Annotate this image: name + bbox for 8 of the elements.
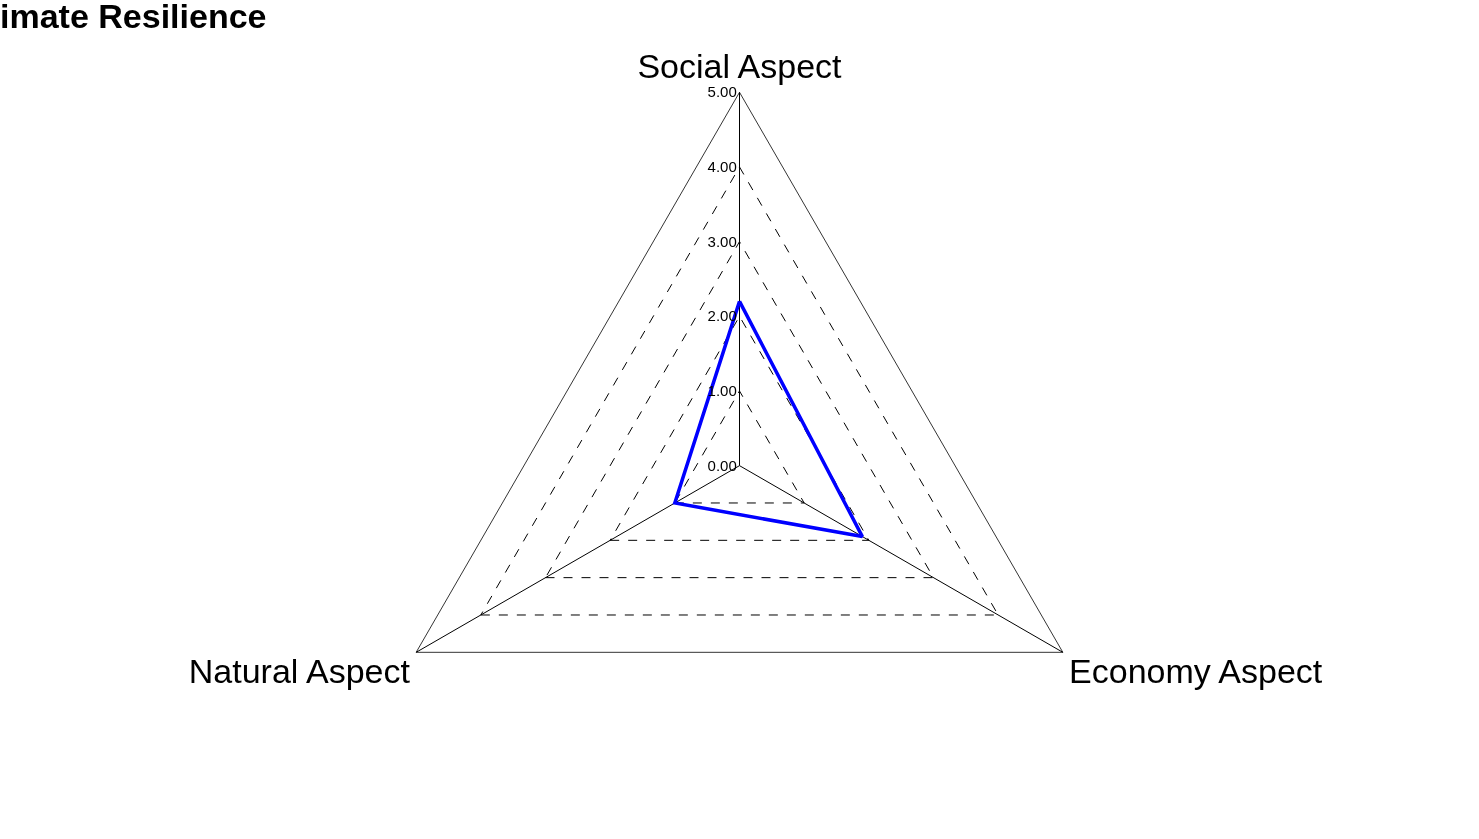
y-tick-label: 5.00	[707, 83, 737, 101]
chart-title: imate Resilience	[0, 0, 267, 35]
spoke-label: Economy Aspect	[1069, 652, 1323, 691]
y-tick-label: 4.00	[707, 157, 737, 175]
y-tick-label: 0.00	[707, 456, 737, 474]
spoke-label: Natural Aspect	[188, 652, 411, 691]
spoke-label: Social Aspect	[637, 47, 843, 86]
y-tick-label: 3.00	[707, 232, 737, 250]
